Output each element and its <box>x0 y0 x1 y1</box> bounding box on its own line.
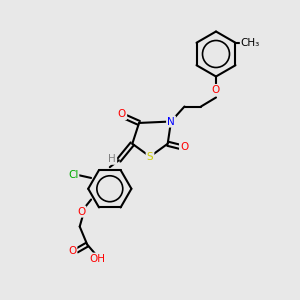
Text: O: O <box>212 85 220 95</box>
Text: O: O <box>68 245 76 256</box>
Text: O: O <box>77 206 85 217</box>
Text: O: O <box>180 142 188 152</box>
Text: CH₃: CH₃ <box>241 38 260 48</box>
Text: H: H <box>108 154 116 164</box>
Text: OH: OH <box>90 254 106 264</box>
Text: O: O <box>118 109 126 119</box>
Text: S: S <box>147 152 153 162</box>
Text: N: N <box>167 116 175 127</box>
Text: Cl: Cl <box>68 170 78 180</box>
